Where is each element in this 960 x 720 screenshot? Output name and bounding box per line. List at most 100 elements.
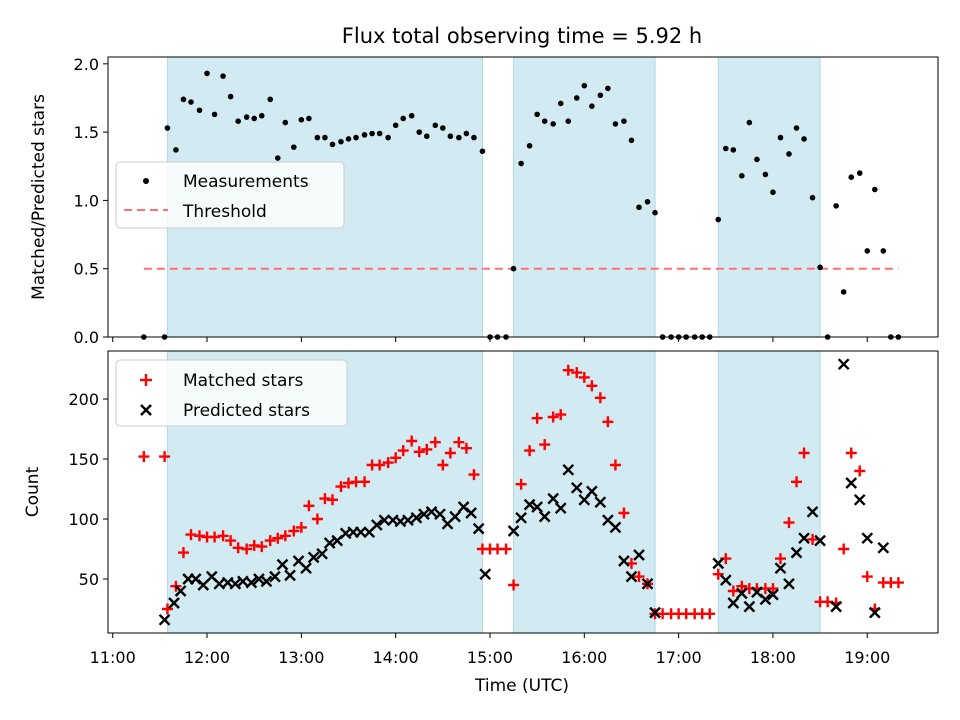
predicted-star-point	[719, 574, 732, 587]
measurement-point	[565, 118, 572, 124]
measurement-point	[762, 171, 769, 178]
measurement-point	[298, 117, 305, 123]
predicted-star-point	[783, 577, 795, 590]
matched-star-point	[547, 411, 559, 423]
matched-star-point	[326, 494, 338, 506]
predicted-star-point	[284, 569, 296, 582]
matched-star-point	[444, 447, 456, 459]
predicted-star-point	[554, 502, 567, 515]
matched-star-point	[460, 442, 472, 454]
measurement-point	[440, 125, 446, 131]
measurement-point	[447, 133, 454, 140]
measurement-point	[746, 119, 753, 126]
measurement-point	[258, 112, 265, 119]
measurement-point	[754, 156, 760, 163]
measurement-point	[872, 186, 878, 193]
x-tick-label: 13:00	[278, 648, 324, 667]
measurement-point	[416, 129, 423, 135]
matched-star-point	[272, 532, 284, 544]
predicted-star-point	[633, 549, 645, 561]
predicted-star-point	[197, 579, 210, 591]
measurement-point	[777, 134, 784, 141]
legend-measurements-label: Measurements	[183, 172, 309, 192]
predicted-star-point	[174, 585, 187, 597]
measurement-point	[628, 137, 635, 144]
measurement-point	[376, 130, 383, 137]
predicted-star-point	[515, 511, 527, 524]
predicted-star-point	[276, 558, 289, 571]
predicted-star-point	[814, 534, 826, 547]
matched-star-point	[241, 543, 253, 555]
predicted-star-point	[425, 505, 438, 518]
matched-star-point	[854, 465, 866, 477]
measurement-point	[801, 136, 807, 142]
predicted-star-point	[712, 557, 725, 570]
predicted-star-point	[845, 477, 858, 489]
measurement-point	[770, 189, 776, 196]
measurement-point	[463, 130, 470, 137]
y-tick-label: 200	[68, 390, 99, 409]
matched-star-point	[421, 443, 433, 455]
x-tick-label: 19:00	[844, 648, 890, 667]
predicted-star-point	[307, 551, 320, 564]
predicted-star-point	[465, 507, 477, 519]
measurement-point	[432, 122, 439, 129]
matched-star-point	[727, 585, 739, 597]
predicted-star-point	[790, 546, 803, 559]
measurement-point	[204, 70, 210, 77]
measurement-point	[345, 136, 352, 142]
matched-star-point	[225, 535, 237, 547]
measurement-point	[188, 99, 194, 105]
matched-star-point	[609, 459, 621, 471]
matched-star-point	[736, 580, 748, 592]
y-tick-label: 1.0	[74, 191, 99, 210]
matched-star-point	[374, 459, 386, 471]
predicted-star-point	[868, 606, 881, 619]
measurement-point	[534, 111, 540, 118]
matched-star-point	[390, 452, 402, 464]
matched-star-point	[311, 513, 323, 525]
y-tick-label: 0.5	[74, 260, 99, 279]
measurement-point	[856, 170, 863, 176]
measurement-point	[833, 203, 839, 209]
matched-star-point	[524, 445, 536, 457]
predicted-star-point	[168, 597, 180, 609]
measurement-point	[636, 204, 642, 211]
matched-star-point	[594, 392, 606, 404]
y-tick-label: 50	[79, 570, 99, 589]
measurement-point	[173, 147, 179, 153]
measurement-point	[730, 147, 737, 153]
measurement-point	[282, 119, 289, 126]
predicted-star-point	[649, 606, 661, 619]
matched-star-point	[578, 371, 590, 383]
measurement-point	[267, 96, 274, 103]
matched-star-point	[555, 409, 567, 421]
measurement-point	[573, 95, 580, 101]
measurement-point	[385, 134, 391, 141]
predicted-star-point	[767, 588, 779, 601]
predicted-star-point	[837, 358, 850, 371]
measurement-point	[361, 132, 368, 138]
x-tick-label: 18:00	[750, 648, 796, 667]
measurement-point	[314, 134, 321, 141]
bottom-panel: 50 100 150 200 11:00 12:00 13:00 14:00 15:00 16:…	[23, 350, 939, 696]
matched-star-point	[531, 412, 543, 424]
measurement-point	[329, 141, 336, 148]
predicted-star-point	[547, 492, 560, 505]
predicted-star-point	[594, 496, 607, 509]
measurement-point	[644, 198, 651, 205]
measurement-point	[510, 265, 517, 272]
measurement-point	[220, 73, 226, 79]
matched-star-point	[767, 583, 779, 595]
predicted-star-point	[158, 613, 171, 626]
measurement-point	[605, 85, 611, 92]
x-tick-label: 14:00	[373, 648, 419, 667]
measurement-point	[338, 138, 344, 145]
measurement-point	[392, 122, 399, 129]
measurement-point	[848, 174, 855, 180]
y-tick-label: 100	[68, 510, 99, 529]
measurement-point	[793, 125, 800, 131]
y-tick-label: 1.5	[74, 123, 99, 142]
measurement-point	[227, 93, 234, 100]
predicted-star-point	[370, 519, 383, 531]
